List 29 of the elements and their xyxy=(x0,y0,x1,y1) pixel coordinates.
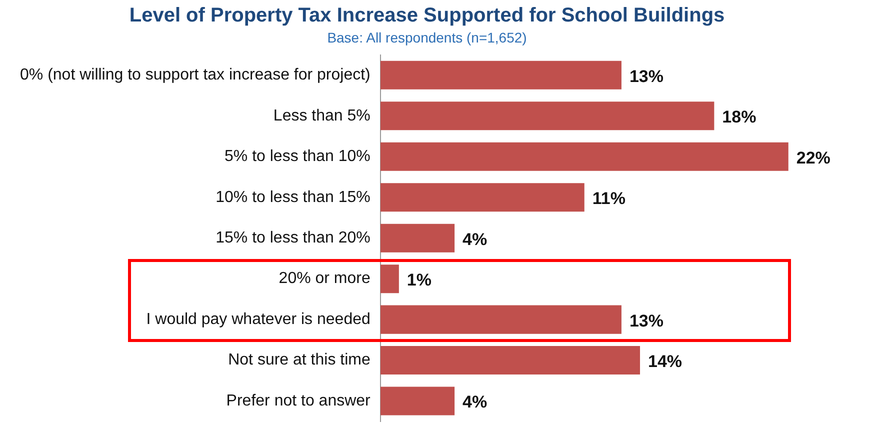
chart-subtitle: Base: All respondents (n=1,652) xyxy=(327,29,527,46)
chart-title: Level of Property Tax Increase Supported for School Buildings xyxy=(129,4,725,27)
bar xyxy=(380,386,455,416)
data-label: 11% xyxy=(592,189,626,208)
y-tick-label: 10% to less than 15% xyxy=(216,188,370,206)
data-label: 22% xyxy=(796,148,830,168)
bar xyxy=(380,346,640,375)
data-label: 1% xyxy=(406,270,432,290)
y-tick-label: 20% or more xyxy=(278,270,370,288)
y-tick-label: I would pay whatever is needed xyxy=(146,310,370,328)
bar xyxy=(380,183,584,212)
data-label: 13% xyxy=(629,311,664,330)
y-tick-label: Prefer not to answer xyxy=(226,392,372,410)
data-label: 13% xyxy=(629,66,664,86)
bar xyxy=(380,224,455,252)
data-label: 18% xyxy=(722,108,756,127)
bar xyxy=(380,60,622,90)
y-tick-label: Not sure at this time xyxy=(228,352,370,369)
bar xyxy=(380,142,788,171)
y-tick-label: 15% to less than 20% xyxy=(216,230,370,247)
bar xyxy=(380,305,622,334)
bar xyxy=(380,264,399,294)
data-label: 4% xyxy=(462,392,488,412)
data-label: 4% xyxy=(462,230,488,249)
y-tick-label: 0% (not willing to support tax increase for project) xyxy=(20,66,370,84)
data-label: 14% xyxy=(648,352,682,371)
y-tick-label: Less than 5% xyxy=(273,107,370,124)
bar xyxy=(380,102,714,130)
y-tick-label: 5% to less than 10% xyxy=(224,148,370,166)
